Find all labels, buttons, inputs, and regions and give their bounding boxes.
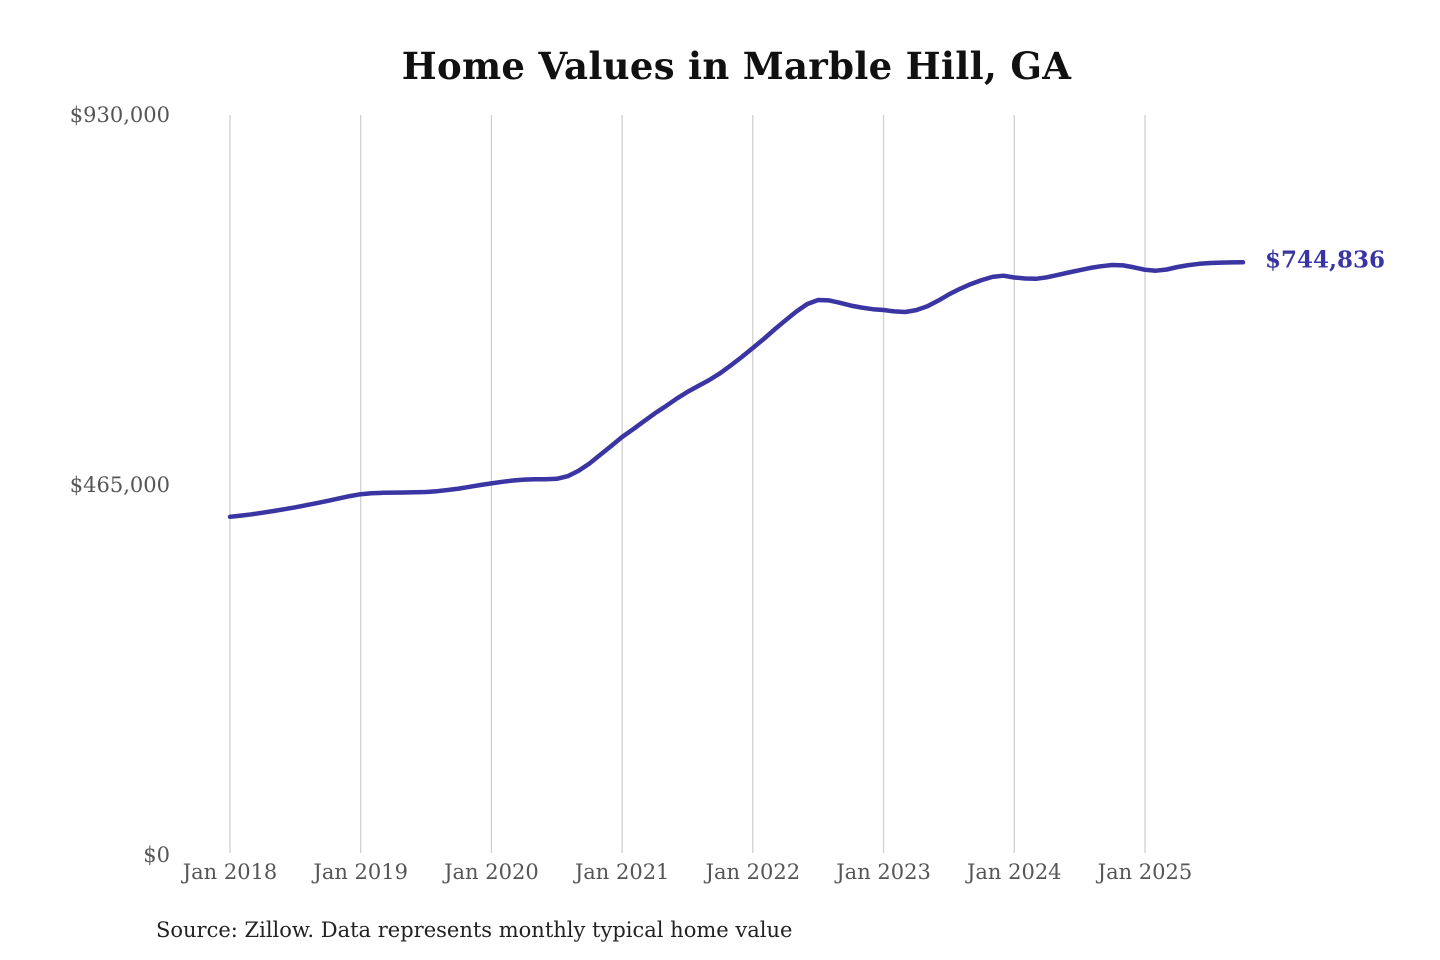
y-tick-label: $930,000 [70,103,170,127]
x-tick-label: Jan 2021 [573,860,670,884]
chart-title: Home Values in Marble Hill, GA [401,44,1072,88]
x-tick-label: Jan 2022 [704,860,801,884]
x-tick-label: Jan 2025 [1096,860,1193,884]
x-tick-label: Jan 2023 [834,860,931,884]
latest-value-label: $744,836 [1265,246,1385,273]
x-tick-label: Jan 2020 [442,860,539,884]
x-tick-label: Jan 2024 [965,860,1062,884]
x-tick-label: Jan 2018 [181,860,278,884]
y-tick-label: $465,000 [70,473,170,497]
x-tick-label: Jan 2019 [311,860,408,884]
source-note: Source: Zillow. Data represents monthly … [156,918,793,942]
home-value-line [227,260,1246,520]
y-tick-label: $0 [143,843,170,867]
